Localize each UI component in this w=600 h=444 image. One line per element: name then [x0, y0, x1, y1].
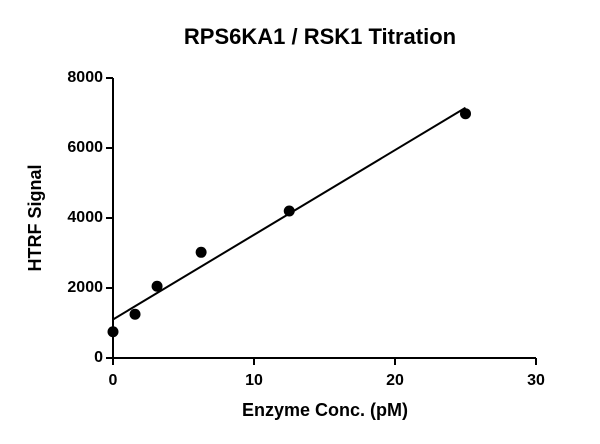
- y-tick-label: 0: [94, 349, 103, 366]
- chart-title: RPS6KA1 / RSK1 Titration: [184, 24, 456, 49]
- x-tick-label: 30: [527, 372, 545, 389]
- data-point: [195, 246, 207, 258]
- x-tick-label: 20: [386, 372, 404, 389]
- data-point: [283, 205, 295, 217]
- data-point: [129, 308, 141, 320]
- y-tick-label: 4000: [67, 209, 103, 226]
- data-point: [460, 108, 471, 120]
- x-tick-label: 10: [245, 372, 263, 389]
- y-tick-label: 8000: [67, 69, 103, 86]
- x-tick-label: 0: [109, 372, 118, 389]
- x-axis-label: Enzyme Conc. (pM): [242, 400, 408, 420]
- data-point: [151, 280, 163, 292]
- y-tick-label: 2000: [67, 279, 103, 296]
- y-axis-label: HTRF Signal: [25, 165, 45, 272]
- y-tick-label: 6000: [67, 139, 103, 156]
- data-point: [107, 326, 119, 338]
